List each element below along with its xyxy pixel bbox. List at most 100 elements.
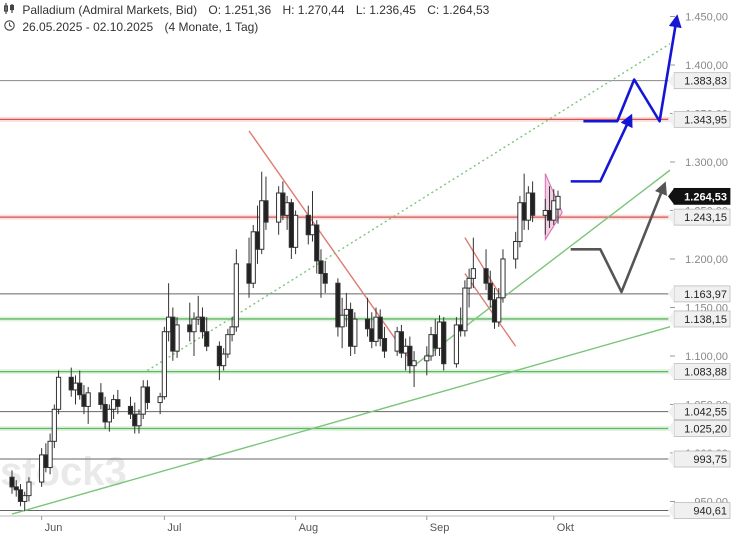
candle	[204, 317, 210, 352]
candle-body-up	[166, 316, 172, 333]
candle	[85, 387, 91, 424]
candle	[428, 326, 434, 361]
candle	[77, 370, 83, 400]
level-price-pointer	[668, 403, 674, 420]
candle-body-up	[221, 353, 227, 367]
candle-body-up	[470, 268, 476, 279]
candle-body-up	[276, 192, 282, 223]
candle	[292, 210, 299, 255]
candle	[22, 491, 28, 512]
level-price-label: 1.383,83	[684, 76, 727, 88]
level-price-pointer	[668, 285, 674, 302]
candle-body-up	[39, 454, 45, 483]
watermark-logo: stock3	[0, 450, 127, 494]
candle-body-up	[47, 440, 53, 469]
candle-body-down	[81, 394, 87, 407]
level-price-label: 993,75	[693, 454, 727, 466]
candle-body-down	[187, 324, 193, 333]
candle-body-up	[309, 224, 316, 236]
candle-body-down	[407, 345, 413, 367]
level-price-label: 1.243,15	[684, 212, 727, 224]
candle-body-down	[305, 214, 311, 236]
candle	[127, 396, 134, 420]
candle	[199, 307, 206, 339]
date-range: 26.05.2025 - 02.10.2025	[22, 20, 154, 34]
x-tick-label: Jul	[167, 522, 181, 534]
candle	[530, 181, 536, 223]
candle	[398, 324, 404, 358]
candle-body-up	[424, 355, 430, 362]
candle	[466, 268, 472, 308]
candle	[525, 186, 531, 230]
candle	[441, 317, 447, 371]
candle-body-up	[339, 314, 345, 328]
candle	[263, 176, 269, 230]
candle	[191, 312, 197, 356]
candle-body-up	[26, 481, 32, 497]
candle	[521, 173, 527, 230]
candle-body-down	[77, 382, 83, 396]
candle-body-down	[17, 489, 24, 502]
candle-body-up	[51, 408, 57, 442]
candle	[348, 302, 354, 356]
candle-body-down	[98, 392, 104, 405]
trendline	[464, 237, 500, 294]
candle-body-down	[144, 386, 151, 404]
y-tick-label: 1.300,00	[685, 157, 728, 169]
candle-body-up	[85, 392, 91, 407]
candle	[250, 225, 256, 289]
candle-body-up	[513, 241, 519, 260]
x-tick-label: Sep	[430, 522, 450, 534]
candle	[102, 396, 108, 429]
candle-body-up	[225, 334, 231, 355]
candle	[335, 278, 341, 337]
candle	[352, 312, 358, 355]
candle	[276, 186, 282, 235]
y-tick-label: 1.200,00	[685, 254, 728, 266]
candle-body-down	[314, 224, 320, 262]
level-price-pointer	[668, 188, 674, 205]
candle-body-up	[229, 326, 235, 336]
x-tick-label: Jun	[45, 522, 63, 534]
candle	[470, 237, 476, 289]
clock-icon	[4, 20, 15, 34]
candle	[106, 404, 112, 432]
chart-range: 26.05.2025 - 02.10.2025 (4 Monate, 1 Tag…	[4, 20, 266, 34]
candle	[318, 249, 324, 298]
level-price-label: 1.083,88	[684, 367, 727, 379]
candle-body-up	[106, 408, 112, 423]
candle-body-up	[403, 345, 409, 354]
candle-body-down	[170, 316, 176, 352]
candle-body-down	[263, 200, 269, 223]
candle	[246, 237, 252, 298]
candle	[110, 394, 117, 420]
level-price-pointer	[668, 310, 674, 327]
level-price-label: 1.163,97	[684, 289, 727, 301]
open-value: O: 1.251,36	[208, 3, 272, 17]
high-value: H: 1.270,44	[282, 3, 345, 17]
candle	[43, 443, 49, 473]
candle-body-up	[525, 192, 531, 221]
scenario-arrow	[583, 14, 682, 123]
candle	[229, 317, 235, 342]
candle	[424, 346, 430, 376]
level-price-label: 1.264,53	[684, 191, 727, 203]
candle	[136, 409, 142, 434]
candle-body-down	[458, 324, 464, 332]
candle-body-up	[191, 318, 197, 333]
candle-body-up	[352, 318, 358, 347]
candle-body-up	[428, 334, 434, 357]
candle	[233, 249, 239, 332]
candle	[513, 231, 519, 269]
candle-body-down	[521, 202, 527, 221]
candle-body-up	[500, 258, 506, 299]
candle-body-down	[348, 308, 354, 347]
candle	[496, 288, 502, 327]
candle	[343, 292, 349, 327]
candle-body-up	[140, 386, 146, 415]
candle	[47, 433, 53, 475]
candle-body-down	[102, 403, 108, 423]
trendline	[248, 130, 415, 367]
level-price-pointer	[668, 72, 674, 89]
